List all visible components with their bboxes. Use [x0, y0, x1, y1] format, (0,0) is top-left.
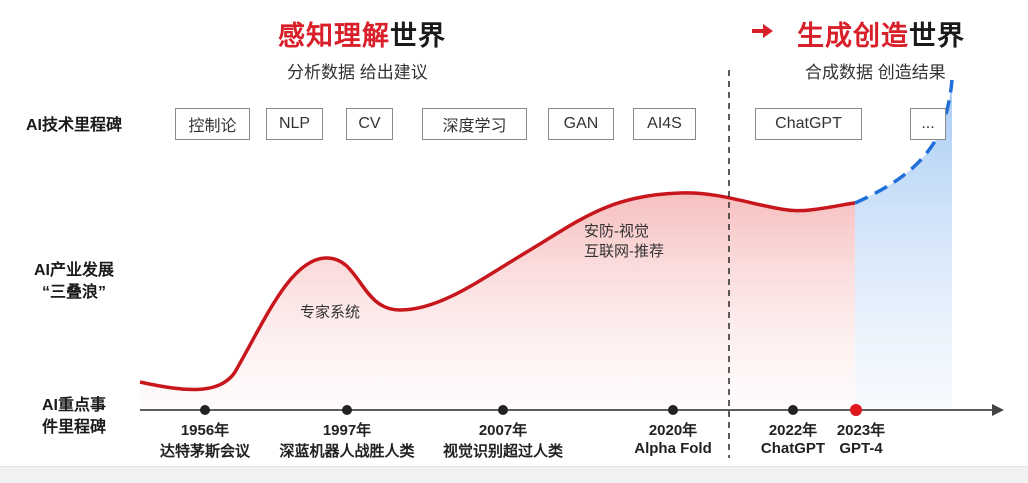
tech-milestone-cybernetics: 控制论: [175, 108, 250, 140]
timeline-year: 2022年: [768, 422, 818, 439]
left-era-title-highlight: 感知理解: [278, 21, 390, 51]
tech-milestone-cv: CV: [346, 108, 393, 140]
row-label-events-line2: 件里程碑: [41, 419, 106, 436]
right-era-title-rest: 世界: [909, 21, 965, 51]
right-era-title-highlight: 生成创造: [797, 21, 909, 51]
row-label-industry: AI产业发展 “三叠浪”: [8, 260, 140, 304]
arrow-right-icon: [752, 23, 774, 44]
row-label-industry-line2: “三叠浪”: [41, 284, 106, 301]
timeline-event: 视觉识别超过人类: [442, 443, 563, 460]
timeline-event: GPT-4: [839, 440, 883, 457]
curve-label-vision-recommendation: 安防-视觉 互联网-推荐: [584, 222, 664, 262]
row-label-events: AI重点事 件里程碑: [8, 395, 140, 439]
timeline-item-2023: 2023年 GPT-4: [826, 419, 896, 457]
tech-milestone-deep-learning: 深度学习: [422, 108, 527, 140]
timeline-dot: [498, 405, 508, 415]
timeline-event: Alpha Fold: [634, 440, 712, 457]
wave-fill: [140, 192, 855, 408]
timeline-item-1956: 1956年 达特茅斯会议: [145, 419, 265, 461]
right-era-title: 生成创造世界: [797, 14, 965, 53]
timeline-item-2020: 2020年 Alpha Fold: [613, 419, 733, 457]
left-era-title: 感知理解世界: [278, 14, 446, 53]
timeline-dot: [788, 405, 798, 415]
timeline-item-1997: 1997年 深蓝机器人战胜人类: [262, 419, 432, 461]
bottom-strip: [0, 466, 1028, 483]
timeline-year: 1956年: [180, 422, 230, 439]
timeline-item-2007: 2007年 视觉识别超过人类: [428, 419, 578, 461]
curve-label-expert-systems: 专家系统: [300, 304, 361, 321]
row-label-industry-line1: AI产业发展: [33, 262, 114, 279]
tech-milestone-gan: GAN: [548, 108, 614, 140]
row-label-tech: AI技术里程碑: [25, 117, 122, 134]
timeline-event: ChatGPT: [760, 440, 826, 457]
timeline-event: 达特茅斯会议: [159, 443, 250, 460]
timeline-year: 1997年: [322, 422, 372, 439]
row-label-events-line1: AI重点事: [41, 397, 106, 414]
timeline-dot: [342, 405, 352, 415]
timeline-year: 2020年: [648, 422, 698, 439]
timeline-dot: [668, 405, 678, 415]
left-era-subtitle: 分析数据 给出建议: [287, 63, 428, 82]
tech-milestone-ai4s: AI4S: [633, 108, 696, 140]
timeline-arrowhead: [992, 404, 1004, 416]
timeline-item-2022: 2022年 ChatGPT: [753, 419, 833, 457]
timeline-event: 深蓝机器人战胜人类: [279, 443, 415, 460]
tech-milestone-chatgpt: ChatGPT: [755, 108, 862, 140]
tech-milestone-more: ...: [910, 108, 946, 140]
timeline-year: 2023年: [836, 422, 886, 439]
right-era-subtitle: 合成数据 创造结果: [805, 63, 946, 82]
timeline-year: 2007年: [478, 422, 528, 439]
left-era-title-rest: 世界: [390, 21, 446, 51]
tech-milestone-nlp: NLP: [266, 108, 323, 140]
curve-label-security-vision: 安防-视觉: [584, 223, 649, 240]
timeline-dot-highlight: [850, 404, 862, 416]
future-fill: [855, 80, 952, 408]
timeline-dot: [200, 405, 210, 415]
curve-label-internet-recommend: 互联网-推荐: [584, 243, 664, 260]
wave-curve: [139, 191, 856, 392]
